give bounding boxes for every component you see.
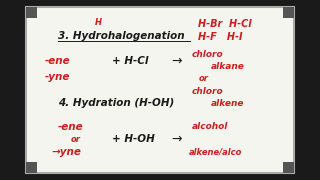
Text: →: → bbox=[171, 55, 182, 68]
Text: chloro: chloro bbox=[192, 50, 224, 59]
Text: -yne: -yne bbox=[45, 72, 70, 82]
Text: alkane: alkane bbox=[211, 62, 245, 71]
Text: alcohol: alcohol bbox=[192, 122, 228, 131]
Text: chloro: chloro bbox=[192, 87, 224, 96]
Bar bbox=[283, 7, 294, 18]
Text: -ene: -ene bbox=[45, 56, 70, 66]
Text: + H-Cl: + H-Cl bbox=[112, 56, 148, 66]
Text: →yne: →yne bbox=[51, 147, 81, 157]
Text: 3. Hydrohalogenation: 3. Hydrohalogenation bbox=[58, 31, 184, 41]
Bar bbox=[26, 7, 294, 173]
Text: alkene: alkene bbox=[211, 99, 245, 108]
Text: →: → bbox=[171, 133, 182, 146]
Text: alkene/alco: alkene/alco bbox=[189, 148, 242, 157]
Bar bbox=[283, 162, 294, 173]
Text: H: H bbox=[94, 18, 101, 27]
Text: H-Br  H-Cl: H-Br H-Cl bbox=[198, 19, 252, 29]
Text: -ene: -ene bbox=[58, 122, 83, 132]
Text: or: or bbox=[70, 135, 80, 144]
Bar bbox=[26, 7, 37, 18]
Bar bbox=[26, 162, 37, 173]
Text: H-F   H-I: H-F H-I bbox=[198, 32, 243, 42]
Text: or: or bbox=[198, 74, 208, 83]
Text: + H-OH: + H-OH bbox=[112, 134, 155, 145]
Text: 4. Hydration (H-OH): 4. Hydration (H-OH) bbox=[58, 98, 174, 108]
